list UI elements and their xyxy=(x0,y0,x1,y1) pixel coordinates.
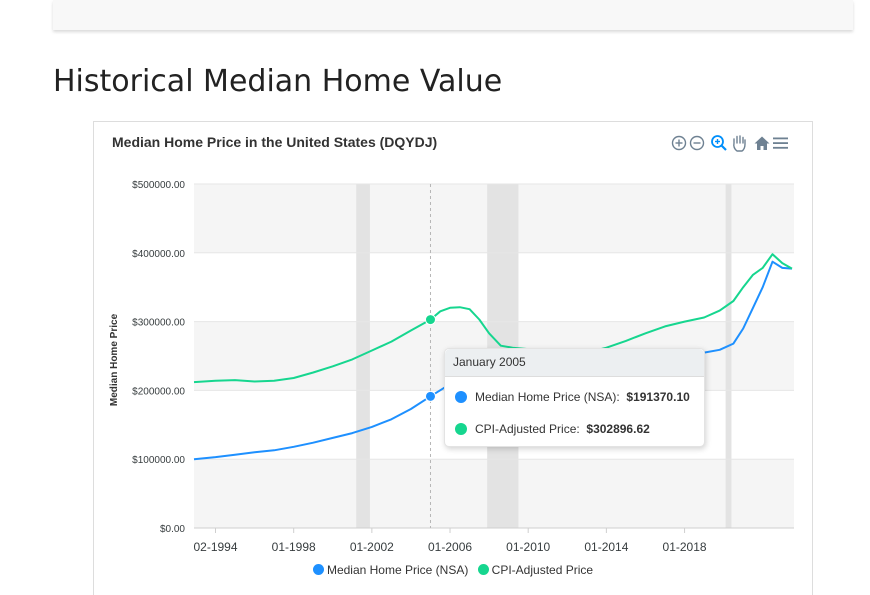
recession-band xyxy=(356,184,370,528)
legend-marker-cpi xyxy=(477,564,489,575)
tooltip-row-nsa: Median Home Price (NSA): $191370.10 xyxy=(455,389,690,405)
chart-card: $0.00 $100000.00 $200000.00 $300000.00 $4000… xyxy=(93,121,813,595)
x-tick-label: 02-1994 xyxy=(193,540,237,554)
x-tick-label: 01-1998 xyxy=(272,540,316,554)
tooltip-label-nsa: Median Home Price (NSA): xyxy=(475,390,620,404)
tooltip-marker-cpi xyxy=(455,423,467,435)
x-tick-label: 01-2002 xyxy=(350,540,394,554)
x-tick-label: 01-2010 xyxy=(506,540,550,554)
reset-home-icon[interactable] xyxy=(752,132,772,154)
legend-item-nsa[interactable]: Median Home Price (NSA) xyxy=(312,563,469,577)
tooltip-label-cpi: CPI-Adjusted Price: xyxy=(475,422,580,436)
highlight-marker xyxy=(424,314,436,326)
x-tick-label: 01-2018 xyxy=(663,540,707,554)
tooltip-value-cpi: $302896.62 xyxy=(586,422,650,436)
series-line-cpi xyxy=(193,253,793,384)
menu-icon[interactable] xyxy=(771,132,791,154)
tooltip-date: January 2005 xyxy=(445,349,704,377)
pan-hand-icon[interactable] xyxy=(729,132,749,154)
legend-item-cpi[interactable]: CPI-Adjusted Price xyxy=(477,563,594,577)
tooltip-row-cpi: CPI-Adjusted Price: $302896.62 xyxy=(455,421,650,437)
zoom-out-icon[interactable] xyxy=(687,132,707,154)
highlight-marker xyxy=(424,390,436,402)
chart-tooltip: January 2005 Median Home Price (NSA): $1… xyxy=(444,348,705,447)
tooltip-marker-nsa xyxy=(455,391,467,403)
section-title: Historical Median Home Value xyxy=(53,64,503,99)
y-tick-label: $500000.00 xyxy=(132,180,185,191)
y-tick-label: $0.00 xyxy=(160,524,185,535)
legend-marker-nsa xyxy=(312,564,324,575)
chart-legend: Median Home Price (NSA) CPI-Adjusted Pri… xyxy=(94,563,812,577)
y-tick-label: $200000.00 xyxy=(132,386,185,397)
zoom-in-icon[interactable] xyxy=(669,132,689,154)
legend-label-nsa: Median Home Price (NSA) xyxy=(326,563,469,577)
y-tick-label: $400000.00 xyxy=(132,249,185,260)
y-tick-label: $100000.00 xyxy=(132,455,185,466)
x-tick-label: 01-2014 xyxy=(584,540,628,554)
top-panel xyxy=(53,0,853,30)
y-tick-label: $300000.00 xyxy=(132,318,185,329)
x-tick-label: 01-2006 xyxy=(428,540,472,554)
recession-band xyxy=(725,184,732,528)
chart-title: Median Home Price in the United States (… xyxy=(112,134,438,150)
y-axis-title: Median Home Price xyxy=(109,313,120,406)
selection-zoom-icon[interactable] xyxy=(709,132,729,154)
tooltip-value-nsa: $191370.10 xyxy=(626,390,690,404)
legend-label-cpi: CPI-Adjusted Price xyxy=(491,563,594,577)
